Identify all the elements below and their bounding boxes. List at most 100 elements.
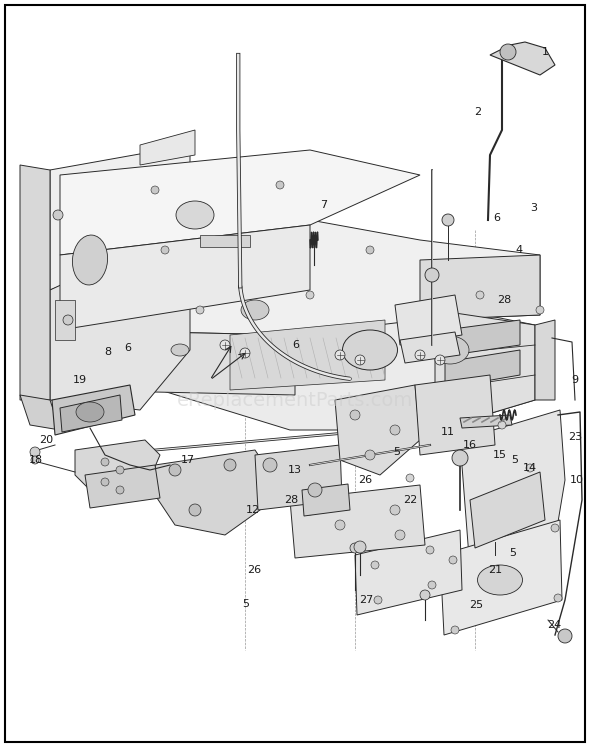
Text: 28: 28 — [497, 295, 511, 305]
Circle shape — [116, 466, 124, 474]
Circle shape — [196, 306, 204, 314]
Text: 20: 20 — [39, 435, 53, 445]
Polygon shape — [60, 220, 540, 335]
Polygon shape — [290, 485, 425, 558]
Polygon shape — [470, 472, 545, 548]
Circle shape — [449, 556, 457, 564]
Polygon shape — [255, 445, 342, 510]
Text: 28: 28 — [284, 495, 298, 505]
Text: 22: 22 — [403, 495, 417, 505]
Polygon shape — [435, 310, 535, 430]
Circle shape — [151, 186, 159, 194]
Circle shape — [350, 543, 360, 553]
Polygon shape — [400, 332, 460, 363]
Circle shape — [390, 425, 400, 435]
Polygon shape — [50, 225, 190, 410]
Circle shape — [335, 350, 345, 360]
Text: 16: 16 — [463, 440, 477, 450]
Text: 27: 27 — [359, 595, 373, 605]
Circle shape — [355, 355, 365, 365]
Text: 7: 7 — [320, 200, 327, 210]
Polygon shape — [490, 42, 555, 75]
Circle shape — [366, 246, 374, 254]
Polygon shape — [460, 410, 565, 570]
Polygon shape — [155, 450, 265, 535]
Circle shape — [240, 348, 250, 358]
Circle shape — [426, 546, 434, 554]
Text: 26: 26 — [358, 475, 372, 485]
Ellipse shape — [477, 565, 523, 595]
Circle shape — [169, 464, 181, 476]
Polygon shape — [50, 145, 190, 290]
Polygon shape — [355, 530, 462, 615]
Circle shape — [276, 181, 284, 189]
Polygon shape — [420, 255, 540, 320]
Circle shape — [536, 306, 544, 314]
Polygon shape — [160, 310, 535, 430]
Text: 21: 21 — [488, 565, 502, 575]
Circle shape — [498, 421, 506, 429]
Ellipse shape — [76, 402, 104, 422]
Circle shape — [161, 246, 169, 254]
Polygon shape — [85, 465, 160, 508]
Circle shape — [306, 291, 314, 299]
Text: eReplacementParts.com: eReplacementParts.com — [177, 391, 413, 409]
Text: 17: 17 — [181, 455, 195, 465]
Polygon shape — [140, 130, 195, 165]
Polygon shape — [395, 295, 462, 345]
Ellipse shape — [73, 235, 107, 285]
Circle shape — [435, 355, 445, 365]
FancyBboxPatch shape — [200, 235, 250, 247]
Text: 23: 23 — [568, 432, 582, 442]
Text: 6: 6 — [293, 340, 300, 350]
Polygon shape — [20, 165, 50, 400]
Ellipse shape — [176, 201, 214, 229]
Text: 3: 3 — [530, 203, 537, 213]
Circle shape — [31, 456, 39, 464]
Circle shape — [526, 464, 534, 472]
Circle shape — [390, 505, 400, 515]
Ellipse shape — [171, 344, 189, 356]
Circle shape — [452, 450, 468, 466]
Circle shape — [365, 450, 375, 460]
Text: 6: 6 — [493, 213, 500, 223]
Circle shape — [420, 590, 430, 600]
FancyBboxPatch shape — [55, 300, 75, 340]
Circle shape — [308, 483, 322, 497]
Text: 25: 25 — [469, 600, 483, 610]
Text: 2: 2 — [474, 107, 481, 117]
Ellipse shape — [431, 336, 469, 364]
Circle shape — [335, 520, 345, 530]
Text: 8: 8 — [104, 347, 112, 357]
Circle shape — [189, 504, 201, 516]
Polygon shape — [415, 375, 495, 455]
Text: 5: 5 — [394, 447, 401, 457]
Text: 24: 24 — [547, 620, 561, 630]
Circle shape — [500, 44, 516, 60]
Text: 5: 5 — [510, 548, 516, 558]
Circle shape — [451, 626, 459, 634]
Polygon shape — [52, 385, 135, 435]
Polygon shape — [230, 320, 385, 390]
Circle shape — [395, 530, 405, 540]
Text: 13: 13 — [288, 465, 302, 475]
Circle shape — [101, 458, 109, 466]
Circle shape — [263, 458, 277, 472]
Text: 5: 5 — [512, 455, 519, 465]
Polygon shape — [445, 320, 520, 356]
Circle shape — [101, 478, 109, 486]
Circle shape — [305, 505, 315, 515]
Text: 9: 9 — [572, 375, 579, 385]
Circle shape — [63, 315, 73, 325]
Circle shape — [220, 340, 230, 350]
Text: 12: 12 — [246, 505, 260, 515]
Text: 14: 14 — [523, 463, 537, 473]
Polygon shape — [445, 350, 520, 388]
Circle shape — [30, 447, 40, 457]
Polygon shape — [335, 385, 420, 475]
Text: 18: 18 — [29, 455, 43, 465]
Circle shape — [415, 350, 425, 360]
Text: 6: 6 — [124, 343, 132, 353]
Circle shape — [551, 524, 559, 532]
Circle shape — [224, 459, 236, 471]
